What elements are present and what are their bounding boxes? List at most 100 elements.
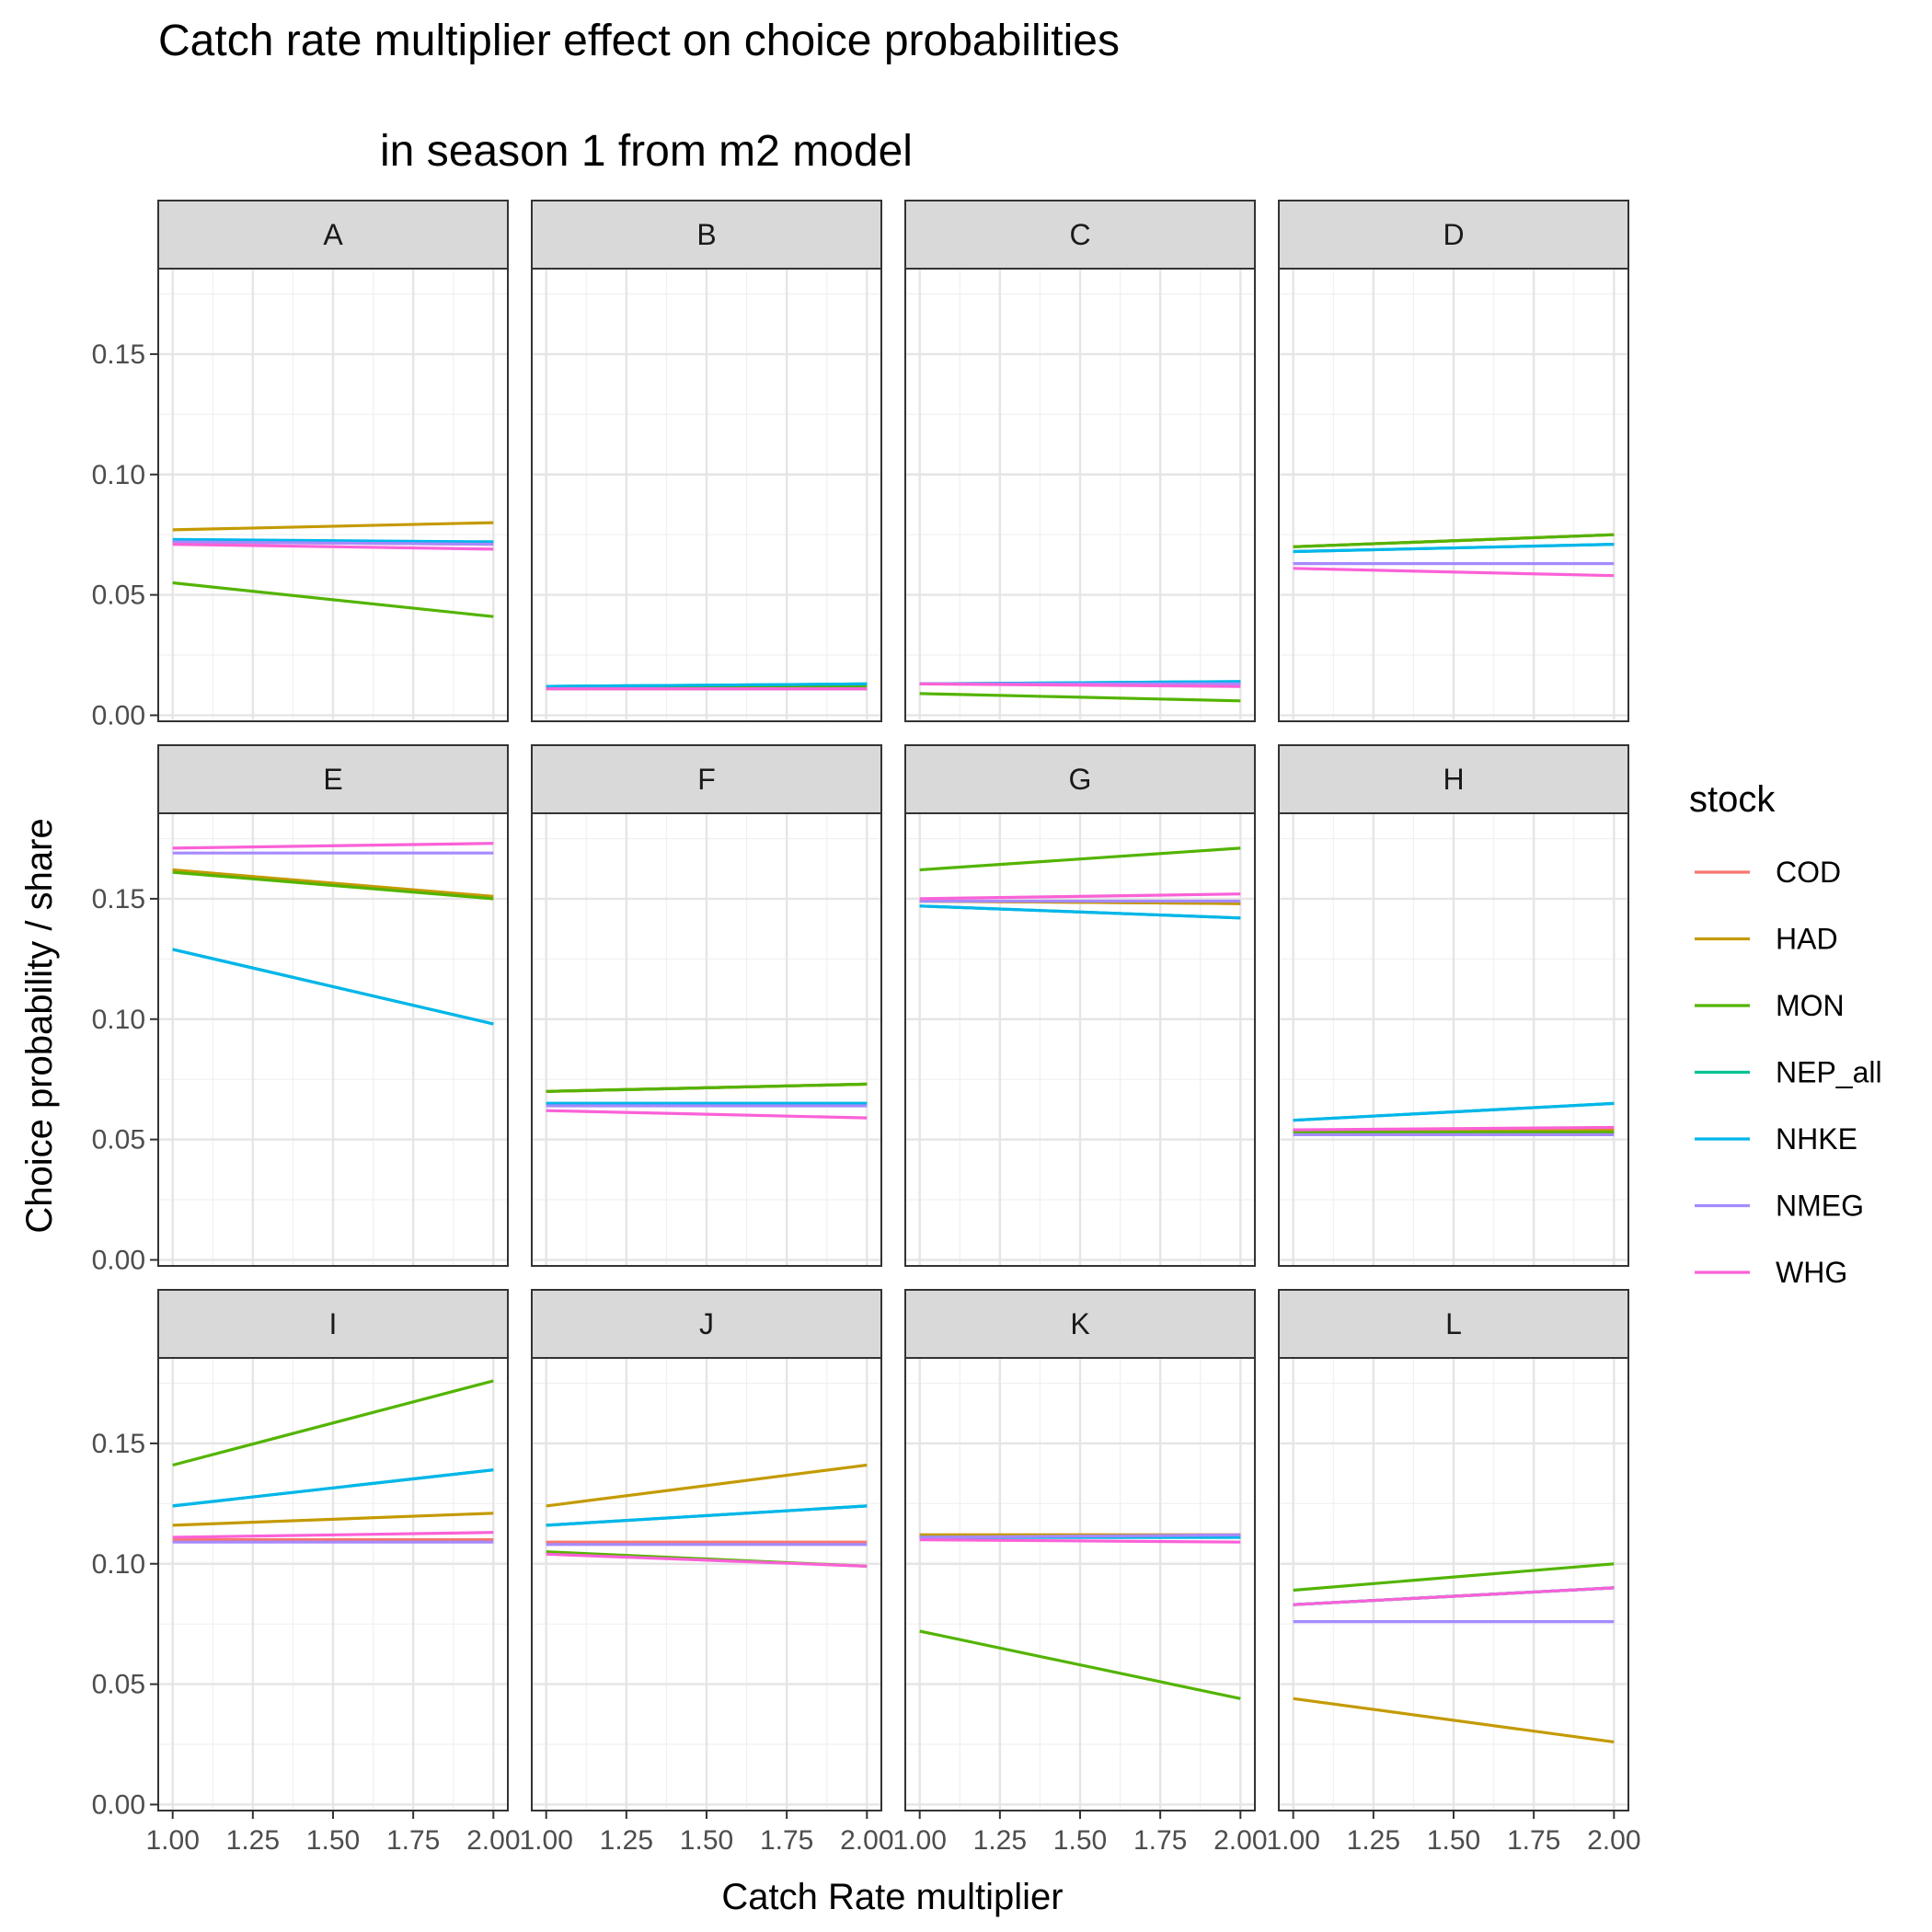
legend-label: NEP_all <box>1776 1056 1882 1089</box>
facet-panel-G: G <box>904 744 1256 1267</box>
y-tick-label: 0.10 <box>92 460 145 490</box>
legend-item-nmeg: NMEG <box>1695 1190 1864 1223</box>
facet-strip <box>1278 744 1629 814</box>
series-line-had <box>172 1512 494 1527</box>
panel-border <box>1278 268 1629 722</box>
series-line-nhke <box>172 1468 494 1508</box>
facet-strip <box>157 200 509 270</box>
series-line-nhke <box>1293 1101 1615 1122</box>
y-tick-label: 0.15 <box>92 1429 145 1459</box>
facet-panels: A 0.00 0.05 0.10 0.15 B C D E 0.00 0.05 0.10 0.15 F G H… <box>92 200 1641 1856</box>
legend-label: HAD <box>1776 923 1838 956</box>
facet-panel-L: L 1.00 1.25 1.50 1.75 2.00 <box>1266 1289 1641 1856</box>
series-line-whg <box>1293 567 1615 578</box>
series-line-nhke <box>172 537 494 544</box>
legend-label: MON <box>1776 989 1845 1022</box>
panel-border <box>1278 812 1629 1267</box>
series-line-whg <box>546 1109 868 1120</box>
series-line-whg <box>546 1552 868 1568</box>
series-line-mon <box>919 692 1241 703</box>
series-line-mon <box>1293 1562 1615 1593</box>
facet-strip-label: E <box>323 763 342 796</box>
x-tick-label: 1.50 <box>1053 1825 1107 1856</box>
x-tick-label: 1.00 <box>892 1825 946 1856</box>
panel-border <box>904 268 1256 722</box>
facet-strip-label: J <box>699 1307 714 1340</box>
facet-strip <box>1278 1289 1629 1359</box>
series-line-had <box>172 868 494 898</box>
series-line-had <box>172 521 494 532</box>
series-line-mon <box>172 870 494 901</box>
chart-title: Catch rate multiplier effect on choice p… <box>158 17 1120 65</box>
facet-strip-label: I <box>329 1307 338 1340</box>
x-tick-label: 1.75 <box>760 1825 813 1856</box>
series-line-had <box>1293 1696 1615 1743</box>
series-line-nhke <box>546 682 868 688</box>
facet-panel-K: K 1.00 1.25 1.50 1.75 2.00 <box>892 1289 1268 1856</box>
y-tick-label: 0.00 <box>92 1245 145 1275</box>
y-tick-label: 0.15 <box>92 339 145 370</box>
y-tick-label: 0.15 <box>92 884 145 914</box>
y-tick-label: 0.05 <box>92 1670 145 1700</box>
facet-strip-label: A <box>323 218 343 251</box>
x-tick-label: 1.75 <box>386 1825 440 1856</box>
y-axis-title: Choice probability / share <box>19 818 60 1233</box>
legend-label: WHG <box>1776 1256 1847 1289</box>
x-tick-label: 2.00 <box>466 1825 520 1856</box>
legend-item-nep_all: NEP_all <box>1695 1056 1882 1089</box>
legend-item-nhke: NHKE <box>1695 1122 1857 1156</box>
x-tick-label: 1.00 <box>519 1825 572 1856</box>
series-line-whg <box>1293 1125 1615 1132</box>
series-line-whg <box>1293 1586 1615 1606</box>
legend-item-mon: MON <box>1695 989 1845 1022</box>
facet-panel-A: A 0.00 0.05 0.10 0.15 <box>92 200 509 730</box>
facet-strip-label: G <box>1069 763 1092 796</box>
facet-strip <box>157 744 509 814</box>
x-tick-label: 1.25 <box>973 1825 1027 1856</box>
facet-strip <box>531 1289 882 1359</box>
facet-panel-B: B <box>531 200 882 722</box>
series-line-mon <box>546 1082 868 1093</box>
facet-panel-F: F <box>531 744 882 1267</box>
facet-panel-D: D <box>1278 200 1629 722</box>
panel-border <box>531 268 882 722</box>
facet-strip-label: K <box>1070 1307 1089 1340</box>
series-line-mon <box>172 1379 494 1467</box>
series-line-nhke <box>1293 543 1615 554</box>
x-tick-label: 1.75 <box>1133 1825 1187 1856</box>
facet-strip-label: H <box>1443 763 1464 796</box>
panel-border <box>157 812 509 1267</box>
y-tick-label: 0.10 <box>92 1005 145 1035</box>
x-tick-label: 1.00 <box>1266 1825 1319 1856</box>
series-line-mon <box>1293 533 1615 548</box>
legend-item-cod: COD <box>1695 856 1841 889</box>
facet-panel-E: E 0.00 0.05 0.10 0.15 <box>92 744 509 1275</box>
series-line-had <box>546 1463 868 1508</box>
facet-strip-label: D <box>1443 218 1464 251</box>
series-line-mon <box>919 1629 1241 1700</box>
legend-label: NHKE <box>1776 1122 1857 1156</box>
series-line-whg <box>172 1531 494 1539</box>
y-tick-label: 0.10 <box>92 1549 145 1580</box>
series-line-whg <box>172 842 494 850</box>
series-line-mon <box>919 846 1241 872</box>
x-axis-title: Catch Rate multiplier <box>721 1877 1063 1917</box>
legend-label: COD <box>1776 856 1841 889</box>
facet-strip <box>1278 200 1629 270</box>
legend-item-whg: WHG <box>1695 1256 1847 1289</box>
series-line-nhke <box>546 1504 868 1527</box>
chart-subtitle: in season 1 from m2 model <box>380 127 913 176</box>
panel-border <box>904 812 1256 1267</box>
legend-item-had: HAD <box>1695 923 1838 956</box>
x-tick-label: 2.00 <box>840 1825 893 1856</box>
facet-strip <box>904 744 1256 814</box>
x-tick-label: 1.00 <box>145 1825 199 1856</box>
facet-panel-I: I 0.00 0.05 0.10 0.15 1.00 1.25 1.50 1.75 2.00 <box>92 1289 521 1856</box>
series-line-whg <box>919 682 1241 688</box>
panel-border <box>157 268 509 722</box>
x-tick-label: 1.25 <box>1347 1825 1400 1856</box>
x-tick-label: 1.50 <box>680 1825 733 1856</box>
series-line-whg <box>919 892 1241 901</box>
